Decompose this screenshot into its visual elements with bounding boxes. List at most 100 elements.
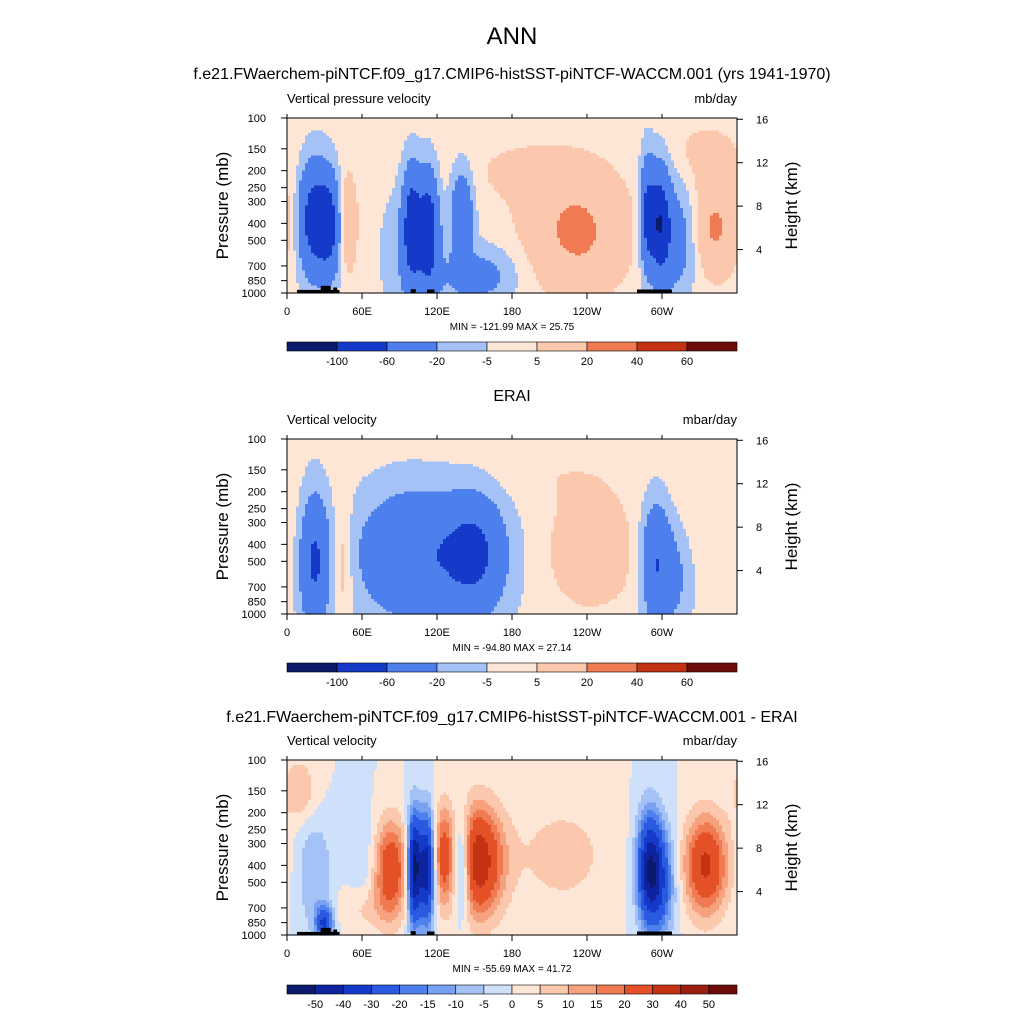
- field-cell: [296, 130, 300, 134]
- field-cell: [680, 140, 684, 144]
- figure-title: ANN: [487, 23, 538, 50]
- field-cell: [365, 130, 369, 134]
- field-cell: [653, 165, 657, 169]
- field-cell: [323, 125, 327, 129]
- field-cell: [683, 160, 687, 164]
- field-cell: [380, 123, 384, 127]
- field-cell: [713, 125, 717, 129]
- field-cell: [389, 123, 393, 127]
- field-cell: [473, 128, 477, 132]
- field-cell: [626, 168, 630, 172]
- field-cell: [647, 168, 651, 172]
- field-cell: [632, 128, 636, 132]
- field-cell: [338, 168, 342, 172]
- field-cell: [320, 170, 324, 174]
- field-cell: [644, 150, 648, 154]
- field-cell: [326, 135, 330, 139]
- field-cell: [437, 128, 441, 132]
- field-cell: [542, 125, 546, 129]
- field-cell: [440, 163, 444, 167]
- field-cell: [293, 120, 297, 124]
- field-cell: [587, 140, 591, 144]
- field-cell: [413, 143, 417, 147]
- field-cell: [359, 165, 363, 169]
- field-cell: [431, 128, 435, 132]
- field-cell: [446, 150, 450, 154]
- field-cell: [686, 130, 690, 134]
- field-cell: [605, 128, 609, 132]
- field-cell: [488, 118, 492, 122]
- field-cell: [548, 135, 552, 139]
- field-cell: [326, 170, 330, 174]
- field-cell: [350, 163, 354, 167]
- field-cell: [419, 123, 423, 127]
- field-cell: [518, 120, 522, 124]
- field-cell: [650, 155, 654, 159]
- field-cell: [608, 145, 612, 149]
- field-cell: [641, 165, 645, 169]
- field-cell: [398, 150, 402, 154]
- field-cell: [437, 123, 441, 127]
- field-cell: [341, 123, 345, 127]
- field-cell: [290, 153, 294, 157]
- field-cell: [593, 135, 597, 139]
- field-cell: [542, 123, 546, 127]
- field-cell: [554, 128, 558, 132]
- field-cell: [686, 125, 690, 129]
- field-cell: [638, 128, 642, 132]
- field-cell: [356, 165, 360, 169]
- field-cell: [485, 165, 489, 169]
- field-cell: [305, 165, 309, 169]
- field-cell: [575, 165, 579, 169]
- field-cell: [416, 150, 420, 154]
- field-cell: [311, 125, 315, 129]
- field-cell: [452, 153, 456, 157]
- field-cell: [290, 148, 294, 152]
- field-cell: [587, 130, 591, 134]
- field-cell: [500, 163, 504, 167]
- field-cell: [683, 158, 687, 162]
- field-cell: [338, 133, 342, 137]
- field-cell: [698, 125, 702, 129]
- field-cell: [323, 170, 327, 174]
- field-cell: [611, 155, 615, 159]
- field-cell: [374, 118, 378, 122]
- field-cell: [344, 163, 348, 167]
- field-cell: [488, 125, 492, 129]
- field-cell: [452, 148, 456, 152]
- field-cell: [668, 133, 672, 137]
- field-cell: [287, 145, 291, 149]
- field-cell: [518, 125, 522, 129]
- field-cell: [701, 155, 705, 159]
- field-cell: [308, 163, 312, 167]
- field-cell: [428, 133, 432, 137]
- field-cell: [350, 140, 354, 144]
- field-cell: [356, 123, 360, 127]
- field-cell: [365, 160, 369, 164]
- field-cell: [377, 140, 381, 144]
- field-cell: [692, 163, 696, 167]
- field-cell: [497, 125, 501, 129]
- field-cell: [404, 153, 408, 157]
- field-cell: [521, 138, 525, 142]
- field-cell: [458, 160, 462, 164]
- field-cell: [521, 153, 525, 157]
- field-cell: [440, 145, 444, 149]
- field-cell: [725, 148, 729, 152]
- field-cell: [566, 118, 570, 122]
- field-cell: [356, 160, 360, 164]
- field-cell: [500, 130, 504, 134]
- field-cell: [545, 128, 549, 132]
- field-cell: [539, 150, 543, 154]
- field-cell: [671, 130, 675, 134]
- field-cell: [371, 145, 375, 149]
- field-cell: [470, 155, 474, 159]
- field-cell: [503, 160, 507, 164]
- field-cell: [404, 133, 408, 137]
- field-cell: [482, 133, 486, 137]
- field-cell: [302, 165, 306, 169]
- field-cell: [533, 158, 537, 162]
- field-cell: [464, 163, 468, 167]
- field-cell: [377, 160, 381, 164]
- field-cell: [407, 155, 411, 159]
